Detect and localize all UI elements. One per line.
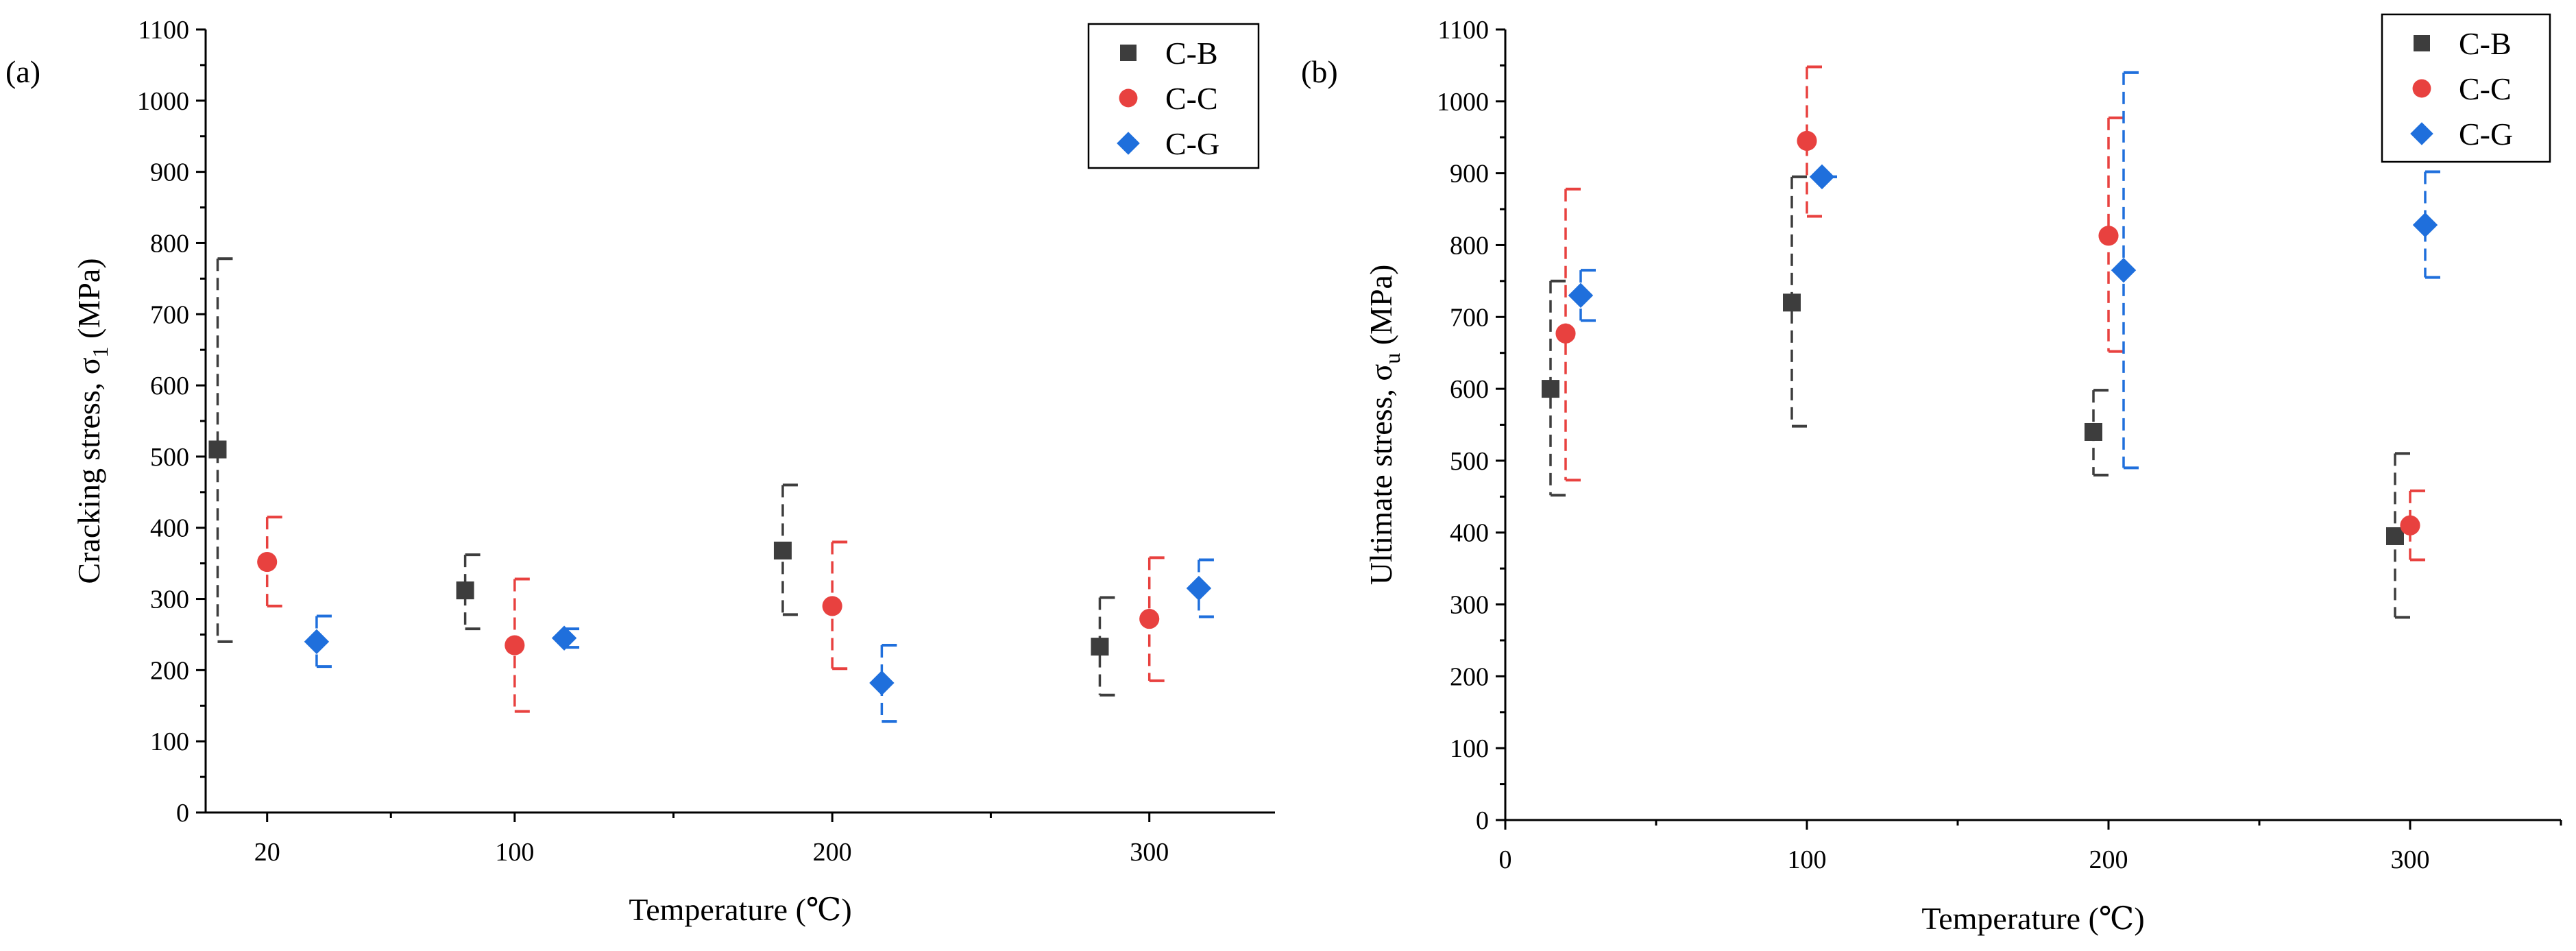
y-tick-label: 900	[150, 158, 189, 187]
data-point	[257, 552, 278, 573]
x-axis-title: Temperature (℃)	[1921, 901, 2144, 936]
y-tick-label: 800	[1450, 231, 1489, 260]
y-tick-label: 0	[176, 799, 189, 828]
data-point	[2111, 257, 2137, 283]
x-tick-label: 300	[1130, 838, 1169, 867]
x-tick-label: 100	[495, 838, 534, 867]
legend-marker	[1120, 45, 1137, 61]
data-point	[456, 581, 474, 600]
data-point	[2098, 226, 2119, 246]
legend-marker	[2412, 79, 2431, 98]
y-tick-label: 700	[1450, 303, 1489, 332]
legend-box	[1087, 23, 1260, 169]
legend-label: C-C	[1165, 81, 1218, 116]
data-point	[1809, 164, 1835, 190]
y-axis-title: Cracking stress, σ1 (MPa)	[71, 258, 112, 583]
data-point	[1186, 575, 1212, 601]
legend: C-B C-C C-G	[1087, 23, 1260, 169]
data-point	[1555, 323, 1576, 344]
chart-panel-a: 0 100 200 300 400 500 600 700 800 900 1000 1100 20 10…	[5, 16, 1275, 927]
legend: C-B C-C C-G	[2381, 13, 2551, 163]
legend-marker	[2414, 35, 2430, 51]
series-c-g	[304, 558, 1214, 723]
y-tick-label: 800	[150, 229, 189, 258]
data-point	[505, 635, 525, 655]
legend-box	[2381, 13, 2551, 163]
data-point	[2400, 515, 2420, 535]
y-tick-label: 300	[150, 586, 189, 614]
y-axis-title-subscript: u	[1380, 353, 1405, 364]
y-tick-label: 1100	[138, 16, 189, 45]
y-tick-label: 500	[1450, 447, 1489, 476]
y-tick-label: 600	[150, 372, 189, 400]
legend-label: C-G	[2459, 117, 2513, 152]
data-point	[1542, 380, 1559, 398]
legend-marker	[1117, 132, 1140, 155]
y-axis-title: Ultimate stress, σu (MPa)	[1363, 265, 1405, 586]
y-tick-label: 500	[150, 443, 189, 472]
y-tick-label: 0	[1476, 806, 1489, 835]
data-point	[1783, 293, 1801, 312]
legend-label: C-G	[1165, 126, 1219, 161]
y-tick-label: 100	[150, 727, 189, 756]
series-c-b	[1542, 175, 2410, 619]
data-point	[869, 670, 895, 696]
y-tick-label: 600	[1450, 375, 1489, 404]
panel-label: (b)	[1301, 54, 1338, 89]
y-tick-label: 200	[150, 656, 189, 685]
data-point	[2412, 212, 2438, 238]
y-tick-label: 200	[1450, 662, 1489, 691]
legend-label: C-C	[2459, 71, 2512, 106]
data-point	[1139, 609, 1160, 629]
y-tick-label: 1100	[1437, 16, 1489, 45]
data-point	[304, 629, 330, 655]
data-point	[822, 596, 842, 616]
x-axis-title: Temperature (℃)	[629, 892, 851, 927]
y-tick-label: 900	[1450, 160, 1489, 189]
y-tick-label: 100	[1450, 734, 1489, 763]
series-c-c	[257, 516, 1165, 713]
legend-label: C-B	[1165, 36, 1218, 71]
y-tick-label: 1000	[1437, 88, 1489, 117]
y-axis-title-subscript: 1	[88, 346, 112, 357]
data-point	[551, 625, 577, 651]
y-tick-label: 400	[150, 514, 189, 543]
data-point	[2085, 422, 2102, 441]
y-tick-label: 400	[1450, 519, 1489, 548]
x-tick-label: 200	[813, 838, 852, 867]
x-tick-label: 0	[1499, 845, 1512, 874]
data-point	[1797, 130, 1817, 152]
panel-label: (a)	[5, 54, 40, 89]
x-tick-label: 200	[2089, 845, 2128, 874]
chart-panel-b: 0 100 200 300 400 500 600 700 800 900 1000 1100 0 100…	[1301, 13, 2562, 936]
x-tick-label: 20	[254, 838, 280, 867]
y-axis-title-main: Ultimate stress, σ	[1363, 364, 1398, 586]
data-point	[773, 541, 792, 559]
y-axis-title-unit: (MPa)	[1363, 265, 1398, 353]
series-c-c	[1555, 65, 2425, 562]
y-axis-title-unit: (MPa)	[71, 258, 106, 346]
x-tick-label: 300	[2391, 845, 2430, 874]
legend-marker	[2410, 122, 2433, 145]
y-axis-title-main: Cracking stress, σ	[71, 357, 106, 583]
data-point	[208, 440, 227, 459]
x-tick-label: 100	[1788, 845, 1827, 874]
y-tick-label: 300	[1450, 591, 1489, 620]
series-c-g	[1568, 71, 2440, 470]
y-tick-label: 1000	[137, 87, 189, 116]
legend-marker	[1119, 88, 1138, 108]
y-tick-label: 700	[150, 300, 189, 329]
data-point	[1091, 638, 1109, 656]
legend-label: C-B	[2459, 26, 2512, 61]
data-point	[2386, 527, 2404, 545]
data-point	[1568, 282, 1594, 309]
series-c-b	[208, 257, 1115, 697]
